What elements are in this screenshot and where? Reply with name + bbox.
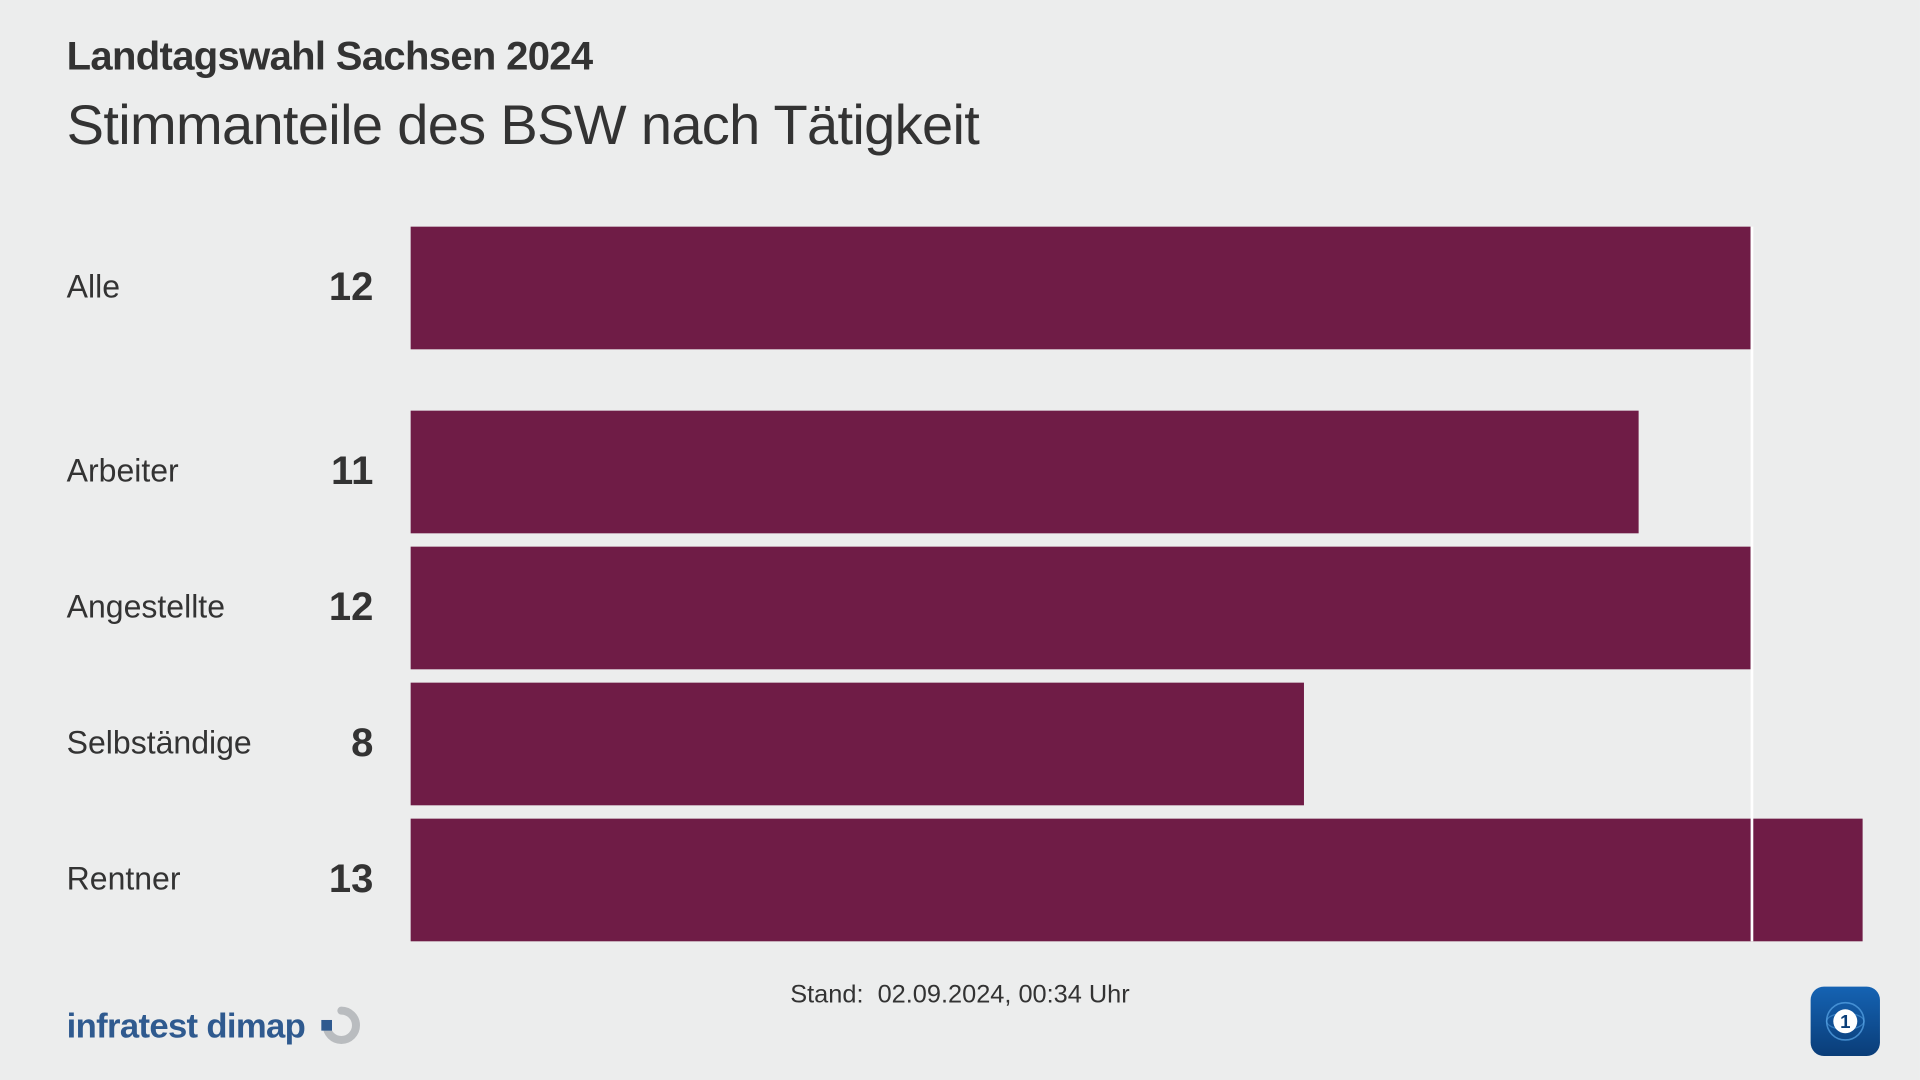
row-value: 12 (293, 585, 410, 630)
header: Landtagswahl Sachsen 2024 Stimmanteile d… (67, 35, 979, 158)
bar (411, 411, 1639, 534)
row-label: Rentner (67, 861, 294, 898)
timestamp: Stand: 02.09.2024, 00:34 Uhr (790, 981, 1129, 1010)
reference-tick (1751, 227, 1754, 942)
row-value: 12 (293, 265, 410, 310)
bar-chart: Alle12Arbeiter11Angestellte12Selbständig… (67, 227, 1867, 942)
bar (411, 547, 1751, 670)
broadcaster-logo: 1 (1811, 987, 1880, 1056)
chart-canvas: Landtagswahl Sachsen 2024 Stimmanteile d… (0, 0, 1920, 1080)
row-value: 8 (293, 721, 410, 766)
bar (411, 683, 1304, 806)
timestamp-label: Stand: (790, 981, 863, 1009)
row-value: 13 (293, 857, 410, 902)
bar (411, 819, 1863, 942)
row-value: 11 (293, 449, 410, 494)
table-row: Alle12 (67, 227, 1867, 350)
footer: infratest dimap Stand: 02.09.2024, 00:34… (0, 981, 1920, 1048)
table-row: Selbständige8 (67, 683, 1867, 806)
bar-holder (411, 227, 1867, 350)
row-label: Selbständige (67, 725, 294, 762)
timestamp-value: 02.09.2024, 00:34 Uhr (878, 981, 1130, 1009)
row-label: Arbeiter (67, 453, 294, 490)
bar-holder (411, 819, 1867, 942)
bar-holder (411, 411, 1867, 534)
bar-holder (411, 683, 1867, 806)
supertitle: Landtagswahl Sachsen 2024 (67, 35, 979, 80)
row-label: Angestellte (67, 589, 294, 626)
table-row: Angestellte12 (67, 547, 1867, 670)
source-name: infratest dimap (67, 1005, 305, 1046)
source-logo: infratest dimap (67, 1003, 364, 1048)
dimap-icon (318, 1003, 363, 1048)
ard-icon: 1 (1819, 995, 1872, 1048)
bar (411, 227, 1751, 350)
svg-text:1: 1 (1840, 1011, 1850, 1032)
bar-holder (411, 547, 1867, 670)
title: Stimmanteile des BSW nach Tätigkeit (67, 93, 979, 157)
row-label: Alle (67, 269, 294, 306)
table-row: Arbeiter11 (67, 411, 1867, 534)
table-row: Rentner13 (67, 819, 1867, 942)
